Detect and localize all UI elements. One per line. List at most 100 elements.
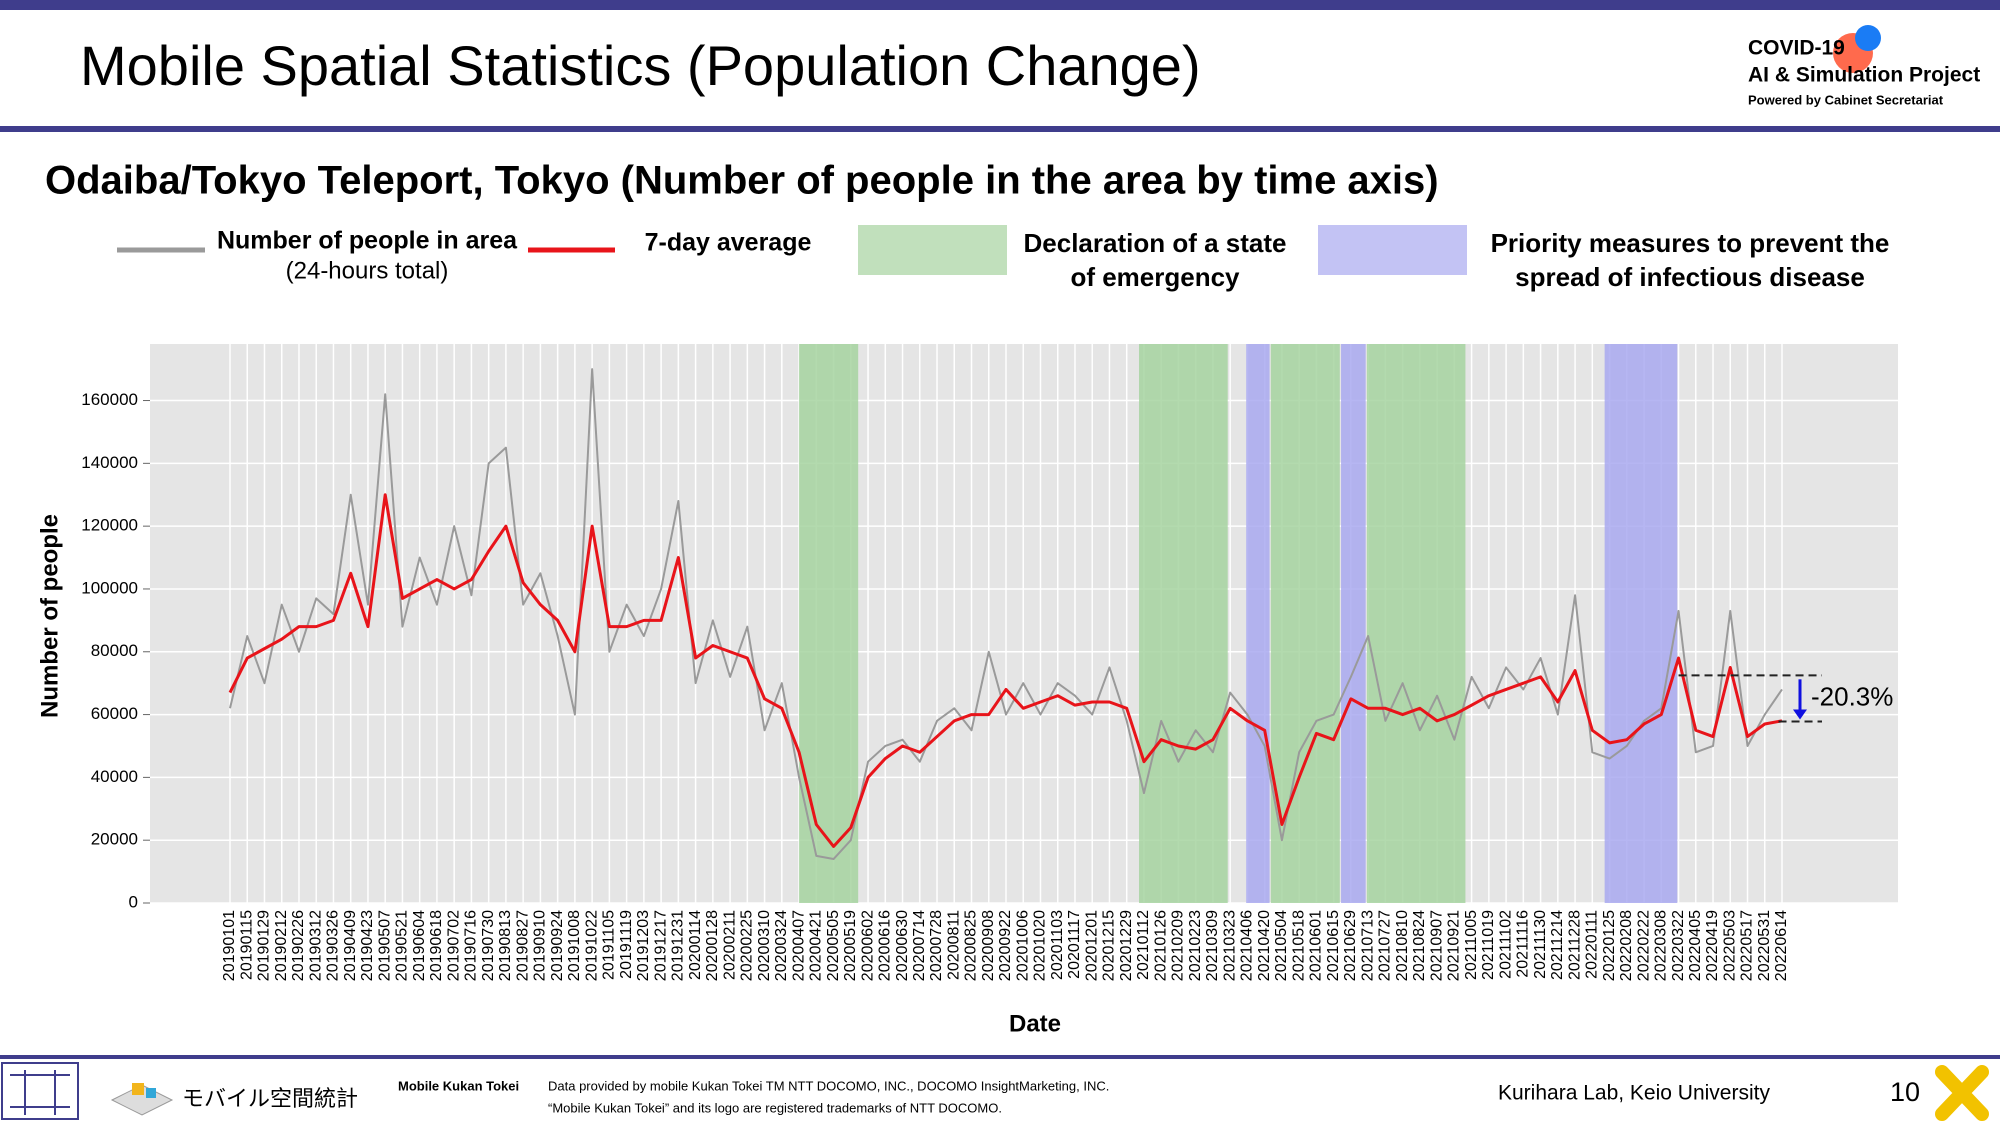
x-tick-label: 20200225 <box>739 910 756 981</box>
x-tick-label: 20191008 <box>566 910 583 981</box>
chart-title: Odaiba/Tokyo Teleport, Tokyo (Number of … <box>45 159 1439 203</box>
legend: Number of people in area(24-hours total)… <box>117 225 1889 292</box>
x-tick-label: 20200728 <box>928 910 945 981</box>
x-tick-label: 20200616 <box>877 910 894 981</box>
x-tick-label: 20191217 <box>652 910 669 981</box>
x-tick-label: 20201229 <box>1118 910 1135 981</box>
page-number: 10 <box>1890 1077 1920 1107</box>
y-tick-label: 60000 <box>91 704 138 723</box>
x-tick-label: 20210406 <box>1239 910 1256 981</box>
x-tick-label: 20201215 <box>1101 910 1118 981</box>
legend-label: Number of people in area <box>217 227 518 255</box>
x-tick-label: 20200324 <box>773 910 790 981</box>
x-tick-label: 20190507 <box>376 910 393 981</box>
y-tick-label: 40000 <box>91 767 138 786</box>
x-tick-label: 20200421 <box>808 910 825 981</box>
x-tick-label: 20190226 <box>290 910 307 981</box>
x-tick-label: 20210323 <box>1221 910 1238 981</box>
period-band <box>1366 344 1466 903</box>
y-tick-label: 0 <box>129 892 138 911</box>
legend-label: (24-hours total) <box>286 257 449 284</box>
header-rule <box>0 126 2000 132</box>
x-tick-label: 20190521 <box>394 910 411 981</box>
x-tick-label: 20211116 <box>1515 910 1532 978</box>
x-logo <box>1935 1065 1989 1121</box>
x-tick-label: 20191022 <box>583 910 600 981</box>
y-tick-label: 160000 <box>81 390 138 409</box>
legend-swatch <box>858 225 1007 275</box>
x-tick-label: 20201006 <box>1014 910 1031 981</box>
legend-swatch <box>1318 225 1467 275</box>
period-band <box>1246 344 1270 903</box>
logo-dot <box>1855 25 1881 51</box>
x-tick-label: 20200407 <box>790 910 807 981</box>
arrow-head <box>1793 709 1807 720</box>
x-tick-label: 20220531 <box>1756 910 1773 981</box>
period-band <box>1604 344 1678 903</box>
x-tick-label: 20201020 <box>1032 910 1049 981</box>
y-tick-label: 120000 <box>81 516 138 535</box>
x-tick-label: 20220405 <box>1687 910 1704 981</box>
x-tick-label: 20190129 <box>256 910 273 981</box>
x-tick-label: 20200602 <box>859 910 876 981</box>
x-tick-label: 20210223 <box>1187 910 1204 981</box>
logo-text: COVID-19 <box>1748 37 1845 60</box>
footer-rule <box>0 1055 2000 1059</box>
brand-text: モバイル空間統計 <box>182 1086 358 1111</box>
x-tick-label: 20211214 <box>1549 910 1566 980</box>
period-band <box>1139 344 1228 903</box>
x-tick-label: 20190730 <box>480 910 497 981</box>
x-tick-label: 20201117 <box>1066 910 1083 979</box>
slide-title: Mobile Spatial Statistics (Population Ch… <box>80 34 1201 97</box>
x-axis-title: Date <box>1009 1010 1061 1037</box>
x-tick-label: 20190827 <box>514 910 531 981</box>
x-tick-label: 20190618 <box>428 910 445 981</box>
legend-label: Priority measures to prevent the <box>1491 228 1890 258</box>
x-tick-label: 20190716 <box>463 910 480 981</box>
x-tick-label: 20200310 <box>756 910 773 981</box>
x-tick-label: 20190813 <box>497 910 514 981</box>
x-tick-label: 20190409 <box>342 910 359 981</box>
x-tick-label: 20210713 <box>1359 910 1376 981</box>
x-tick-label: 20210420 <box>1256 910 1273 981</box>
x-tick-label: 20210810 <box>1394 910 1411 981</box>
x-tick-label: 20191119 <box>618 910 635 979</box>
y-tick-label: 20000 <box>91 830 138 849</box>
x-tick-label: 20201103 <box>1049 910 1066 980</box>
x-tick-label: 20200211 <box>721 910 738 980</box>
brand-icon <box>110 1083 174 1116</box>
x-tick-label: 20190924 <box>549 910 566 981</box>
x-tick-label: 20210727 <box>1377 910 1394 981</box>
source-title: Mobile Kukan Tokei <box>398 1078 519 1093</box>
y-tick-label: 140000 <box>81 453 138 472</box>
x-tick-label: 20210601 <box>1308 910 1325 981</box>
x-tick-label: 20200128 <box>704 910 721 981</box>
x-tick-label: 20210209 <box>1170 910 1187 981</box>
x-tick-label: 20200825 <box>963 910 980 981</box>
x-tick-label: 20220614 <box>1773 910 1790 981</box>
credit: Kurihara Lab, Keio University <box>1498 1082 1770 1105</box>
x-tick-label: 20220208 <box>1618 910 1635 981</box>
x-tick-label: 20220308 <box>1653 910 1670 981</box>
x-tick-label: 20220322 <box>1670 910 1687 981</box>
x-tick-label: 20210309 <box>1204 910 1221 981</box>
x-tick-label: 20190115 <box>238 910 255 980</box>
logo-text: Powered by Cabinet Secretariat <box>1748 92 1944 107</box>
x-tick-label: 20191231 <box>670 910 687 981</box>
x-tick-label: 20200114 <box>687 910 704 980</box>
x-tick-label: 20200505 <box>825 910 842 981</box>
x-tick-label: 20210112 <box>1135 910 1152 980</box>
x-tick-label: 20211130 <box>1532 910 1549 979</box>
x-tick-label: 20190604 <box>411 910 428 981</box>
x-tick-label: 20220125 <box>1601 910 1618 981</box>
source-text: Data provided by mobile Kukan Tokei TM N… <box>548 1078 1109 1093</box>
series-line <box>229 368 1783 861</box>
source-text: “Mobile Kukan Tokei” and its logo are re… <box>548 1100 1002 1115</box>
top-bar <box>0 0 2000 10</box>
series-line <box>228 493 1783 848</box>
x-tick-label: 20210824 <box>1411 910 1428 981</box>
x-tick-label: 20201201 <box>1083 910 1100 981</box>
x-tick-label: 20200922 <box>997 910 1014 981</box>
x-tick-label: 20210518 <box>1290 910 1307 981</box>
